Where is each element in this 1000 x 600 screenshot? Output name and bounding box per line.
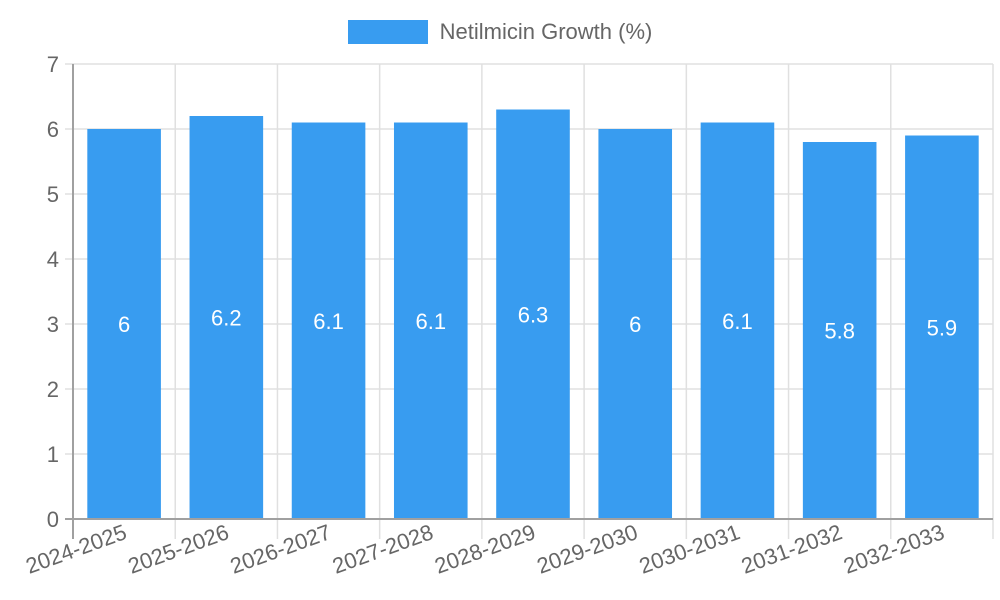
bar-value-label: 6: [118, 312, 130, 337]
y-tick-label: 6: [47, 117, 59, 142]
x-tick-label: 2029-2030: [534, 519, 641, 578]
bar-value-label: 6.1: [313, 309, 344, 334]
x-tick-label: 2031-2032: [738, 519, 845, 578]
y-tick-label: 7: [47, 52, 59, 77]
bar-2025-2026[interactable]: [189, 116, 264, 519]
x-tick-label: 2028-2029: [431, 519, 538, 578]
legend-swatch[interactable]: [347, 20, 428, 44]
x-tick-label: 2024-2025: [22, 519, 129, 578]
bar-2032-2033[interactable]: [905, 135, 979, 520]
bar-2031-2032[interactable]: [802, 142, 877, 519]
axes: [65, 64, 993, 539]
bar-2027-2028[interactable]: [393, 122, 468, 520]
bar-2026-2027[interactable]: [291, 122, 366, 520]
data-labels: 6 6.2 6.1 6.1 6.3 6 6.1 5.8 5.9: [118, 302, 957, 343]
y-tick-label: 3: [47, 312, 59, 337]
bar-value-label: 6.1: [722, 309, 753, 334]
y-axis-ticks: 0 1 2 3 4 5 6 7: [47, 52, 59, 532]
bars: [87, 109, 979, 520]
legend-label: Netilmicin Growth (%): [439, 19, 653, 44]
y-tick-label: 2: [47, 377, 59, 402]
bar-value-label: 5.8: [824, 319, 855, 344]
x-tick-label: 2025-2026: [125, 519, 232, 578]
bar-value-label: 6: [629, 312, 641, 337]
y-tick-label: 5: [47, 182, 59, 207]
bar-value-label: 5.9: [927, 315, 958, 340]
x-tick-label: 2027-2028: [329, 519, 436, 578]
bar-value-label: 6.2: [211, 306, 242, 331]
x-tick-label: 2032-2033: [840, 519, 947, 578]
bar-value-label: 6.1: [415, 309, 446, 334]
y-tick-label: 1: [47, 442, 59, 467]
y-tick-label: 4: [47, 247, 59, 272]
x-tick-label: 2030-2031: [636, 519, 743, 578]
x-axis-ticks: 2024-20252025-20262026-20272027-20282028…: [22, 519, 947, 578]
x-tick-label: 2026-2027: [227, 519, 334, 578]
bar-2030-2031[interactable]: [700, 122, 775, 520]
y-tick-label: 0: [47, 507, 59, 532]
chart-legend: Netilmicin Growth (%): [0, 19, 1000, 45]
bar-2024-2025[interactable]: [87, 129, 161, 519]
bar-value-label: 6.3: [518, 302, 549, 327]
bar-2029-2030[interactable]: [598, 129, 673, 519]
bar-2028-2029[interactable]: [496, 109, 570, 520]
